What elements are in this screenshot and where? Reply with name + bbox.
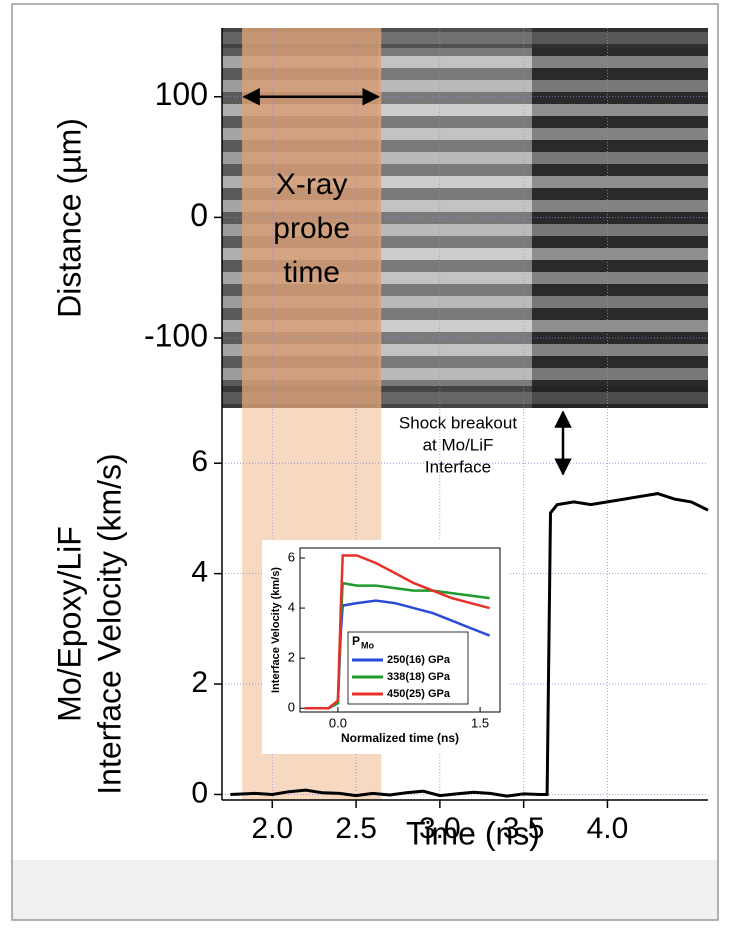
y-axis-label: Distance (µm) bbox=[51, 118, 87, 318]
y-tick-label: 4 bbox=[191, 556, 208, 589]
image-stripe bbox=[532, 224, 708, 236]
frame bbox=[11, 3, 719, 921]
image-stripe bbox=[532, 368, 708, 380]
x-tick-label: 2.0 bbox=[251, 812, 293, 845]
x-tick-label: 4.0 bbox=[587, 812, 629, 845]
inset-y-tick-label: 4 bbox=[288, 600, 295, 615]
inset-frame bbox=[299, 547, 501, 713]
x-tick-label: 2.5 bbox=[335, 812, 377, 845]
annotation: Shock breakout bbox=[399, 413, 517, 432]
legend-title: P bbox=[352, 634, 360, 648]
x-tick-label: 3.5 bbox=[503, 812, 545, 845]
image-stripe bbox=[378, 56, 532, 68]
image-stripe bbox=[532, 200, 708, 212]
x-axis-label: Time (ns) bbox=[406, 815, 540, 851]
image-stripe bbox=[532, 344, 708, 356]
inset-y-tick-label: 0 bbox=[288, 700, 295, 715]
legend-box bbox=[347, 631, 469, 705]
data-line bbox=[304, 581, 490, 710]
inset-y-label: Interface Velocity (km/s) bbox=[270, 567, 282, 693]
image-stripe bbox=[532, 320, 708, 332]
image-stripe bbox=[532, 248, 708, 260]
image-stripe bbox=[532, 80, 708, 92]
y-tick-label: 0 bbox=[191, 776, 208, 809]
legend-label: 450(25) GPa bbox=[387, 688, 451, 700]
inset-x-tick-label: 1.5 bbox=[471, 715, 489, 730]
y-axis-label: Mo/Epoxy/LiF bbox=[51, 526, 87, 722]
image-stripe bbox=[532, 56, 708, 68]
legend-title-sub: Mo bbox=[361, 640, 374, 650]
inset-x-label: Normalized time (ns) bbox=[341, 731, 459, 745]
y-tick-label: -100 bbox=[144, 317, 208, 353]
image-stripe bbox=[378, 80, 532, 92]
y-tick-label: 6 bbox=[191, 445, 208, 478]
image-stripe bbox=[378, 272, 532, 284]
image-stripe bbox=[378, 200, 532, 212]
image-stripe bbox=[378, 128, 532, 140]
annotation: X-ray bbox=[276, 168, 348, 201]
image-stripe bbox=[378, 224, 532, 236]
image-stripe bbox=[532, 104, 708, 116]
image-stripe bbox=[532, 152, 708, 164]
y-axis-label: Interface Velocity (km/s) bbox=[91, 453, 127, 794]
y-tick-label: 100 bbox=[155, 76, 208, 112]
data-line bbox=[304, 554, 490, 710]
y-tick-label: 2 bbox=[191, 666, 208, 699]
image-stripe bbox=[532, 128, 708, 140]
image-stripe bbox=[532, 272, 708, 284]
image-stripe bbox=[532, 296, 708, 308]
annotation: Interface bbox=[425, 457, 491, 476]
x-tick-label: 3.0 bbox=[419, 812, 461, 845]
legend-label: 338(18) GPa bbox=[387, 671, 451, 683]
inset-legend: P Mo 250(16) GPa 338(18) GPa 450(25) GPa bbox=[347, 631, 469, 705]
image-stripe bbox=[378, 296, 532, 308]
legend-label: 250(16) GPa bbox=[387, 654, 451, 666]
data-line bbox=[230, 492, 709, 798]
footer-band bbox=[12, 860, 718, 920]
inset-y-tick-label: 6 bbox=[288, 549, 295, 564]
image-stripe bbox=[378, 368, 532, 380]
annotation: time bbox=[283, 256, 340, 289]
image-stripe bbox=[378, 104, 532, 116]
image-stripe bbox=[378, 152, 532, 164]
inset-y-tick-label: 2 bbox=[288, 650, 295, 665]
image-stripe bbox=[378, 344, 532, 356]
image-stripe bbox=[532, 176, 708, 188]
image-stripe bbox=[378, 320, 532, 332]
image-stripe bbox=[378, 176, 532, 188]
annotation: probe bbox=[273, 212, 350, 245]
inset-x-tick-label: 0.0 bbox=[329, 715, 347, 730]
y-tick-label: 0 bbox=[190, 197, 208, 233]
image-stripe bbox=[378, 248, 532, 260]
annotation: at Mo/LiF bbox=[423, 435, 494, 454]
